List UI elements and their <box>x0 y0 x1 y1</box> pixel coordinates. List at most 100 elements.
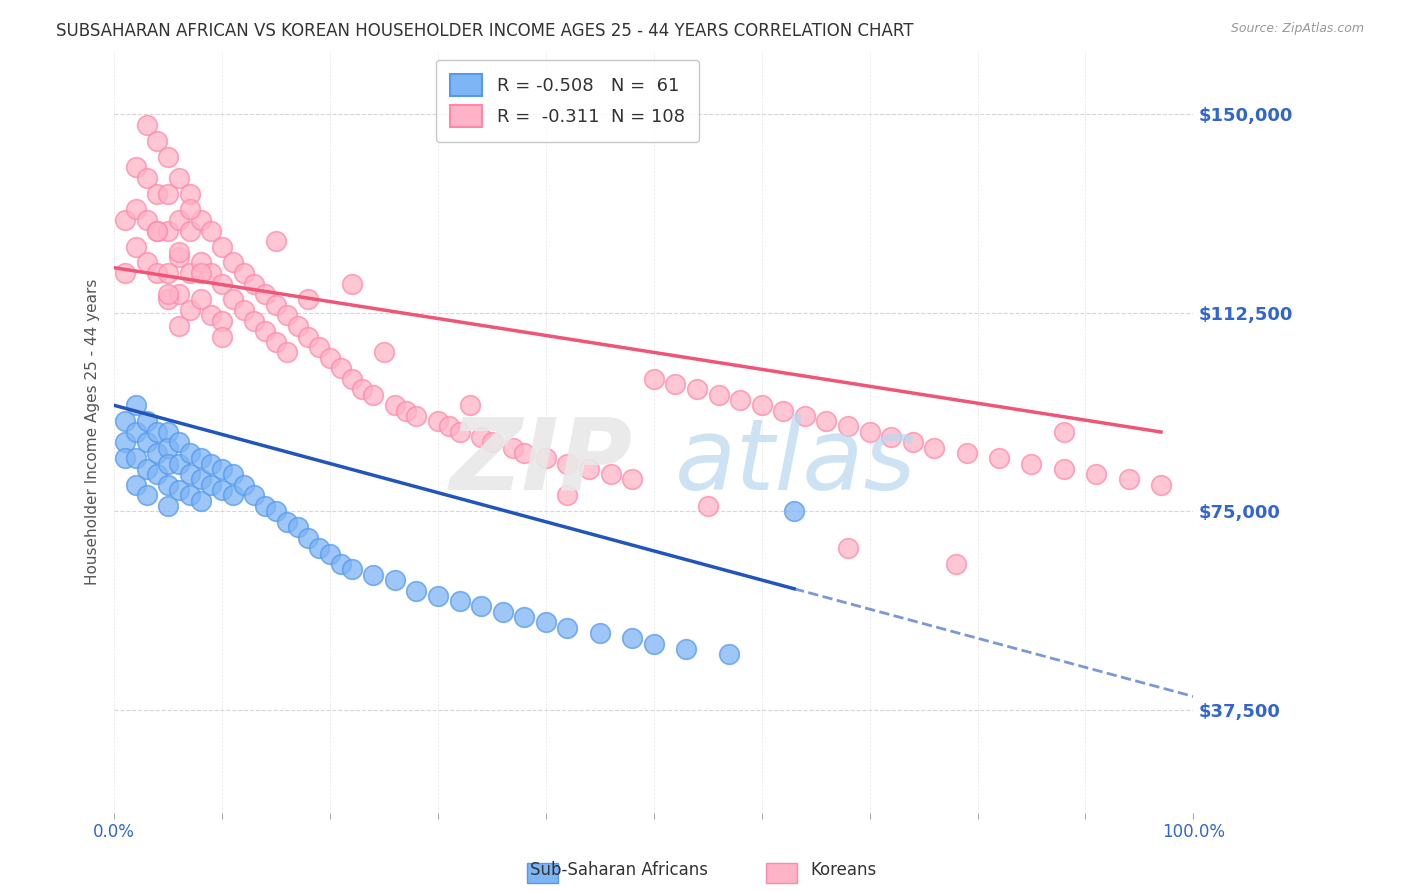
Point <box>125 477 148 491</box>
Point <box>329 361 352 376</box>
Point <box>125 160 148 174</box>
Text: Sub-Saharan Africans: Sub-Saharan Africans <box>530 861 707 879</box>
Point <box>1021 457 1043 471</box>
Point <box>988 451 1011 466</box>
Text: Koreans: Koreans <box>810 861 877 879</box>
Point <box>243 488 266 502</box>
Point <box>481 435 503 450</box>
Point <box>125 451 148 466</box>
Point <box>696 499 718 513</box>
Point <box>125 239 148 253</box>
Point <box>200 266 222 280</box>
Point <box>146 446 169 460</box>
Point <box>211 313 233 327</box>
Point <box>264 334 287 349</box>
Point <box>901 435 924 450</box>
Point <box>686 383 709 397</box>
Point <box>114 451 136 466</box>
Point <box>135 255 157 269</box>
Point <box>470 430 492 444</box>
Point <box>222 293 245 307</box>
Point <box>361 388 384 402</box>
Point <box>232 266 254 280</box>
Point <box>1053 425 1076 439</box>
Point <box>114 414 136 428</box>
Point <box>643 372 665 386</box>
Point <box>426 589 449 603</box>
Point <box>664 377 686 392</box>
Point <box>534 615 557 630</box>
Point <box>179 266 201 280</box>
Point <box>179 446 201 460</box>
Y-axis label: Householder Income Ages 25 - 44 years: Householder Income Ages 25 - 44 years <box>86 278 100 585</box>
Point <box>157 287 180 301</box>
Point <box>340 372 363 386</box>
Point <box>114 213 136 227</box>
Point <box>200 477 222 491</box>
Point <box>179 467 201 482</box>
Point <box>1053 462 1076 476</box>
Point <box>643 636 665 650</box>
Point <box>728 392 751 407</box>
Point <box>167 250 190 264</box>
Point <box>361 567 384 582</box>
Point <box>211 329 233 343</box>
Point <box>232 303 254 318</box>
Point <box>557 488 579 502</box>
Point <box>264 504 287 518</box>
Point <box>179 202 201 217</box>
Point <box>254 499 277 513</box>
Point <box>190 266 212 280</box>
Point <box>276 309 298 323</box>
Point <box>340 277 363 291</box>
Point <box>167 483 190 497</box>
Point <box>190 493 212 508</box>
Point <box>308 340 330 354</box>
Point <box>157 441 180 455</box>
Text: atlas: atlas <box>675 414 917 511</box>
Point <box>437 419 460 434</box>
Point <box>135 488 157 502</box>
Text: ZIP: ZIP <box>449 414 633 511</box>
Point <box>405 583 427 598</box>
Point <box>751 398 773 412</box>
Point <box>157 477 180 491</box>
Point <box>211 277 233 291</box>
Point <box>718 647 741 661</box>
Point <box>1085 467 1108 482</box>
Point <box>190 293 212 307</box>
Point <box>621 632 644 646</box>
Point <box>146 186 169 201</box>
Point <box>373 345 395 359</box>
Point <box>621 472 644 486</box>
Point <box>589 626 612 640</box>
Point <box>557 621 579 635</box>
Point <box>297 329 319 343</box>
Point <box>276 345 298 359</box>
Point <box>578 462 600 476</box>
Point <box>513 446 536 460</box>
Point <box>157 425 180 439</box>
Point <box>146 224 169 238</box>
Point <box>135 435 157 450</box>
Point <box>319 547 342 561</box>
Point <box>135 414 157 428</box>
Point <box>157 186 180 201</box>
Point <box>146 467 169 482</box>
Point <box>167 287 190 301</box>
Point <box>190 451 212 466</box>
Point <box>211 483 233 497</box>
Point <box>167 318 190 333</box>
Point <box>837 419 859 434</box>
Point <box>858 425 880 439</box>
Point <box>599 467 621 482</box>
Point <box>167 457 190 471</box>
Point <box>167 435 190 450</box>
Point <box>470 599 492 614</box>
Point <box>179 488 201 502</box>
Point <box>924 441 946 455</box>
Point <box>211 239 233 253</box>
Point <box>179 224 201 238</box>
Point <box>815 414 838 428</box>
Point <box>297 531 319 545</box>
